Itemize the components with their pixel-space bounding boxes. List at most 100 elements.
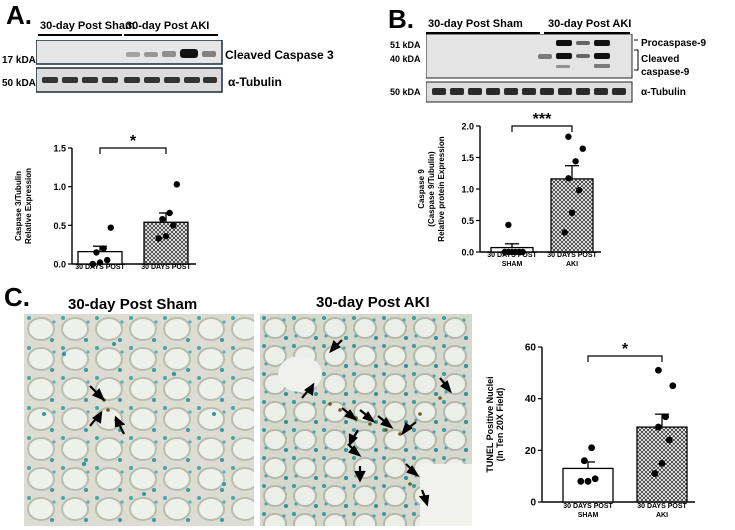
data-point bbox=[107, 224, 115, 231]
significance-marker: *** bbox=[533, 112, 552, 128]
data-point bbox=[170, 222, 177, 229]
data-point bbox=[577, 477, 585, 485]
data-point bbox=[581, 457, 588, 465]
panel-a-letter: A. bbox=[6, 0, 32, 30]
panel-a-group-aki: 30-day Post AKI bbox=[126, 20, 210, 32]
bar-sham bbox=[562, 467, 614, 503]
panel-b-kda-1: 51 kDA bbox=[390, 40, 421, 50]
data-point bbox=[588, 444, 595, 452]
data-point bbox=[505, 221, 512, 229]
data-point bbox=[665, 436, 673, 444]
panel-a-group-sham: 30-day Post Sham bbox=[40, 20, 135, 32]
category-label: 30 DAYS POST bbox=[487, 252, 537, 259]
data-point bbox=[96, 259, 104, 266]
data-point bbox=[93, 249, 100, 256]
category-label: 30 DAYS POST bbox=[563, 503, 613, 510]
y-axis-label: (In Ten 20X Field) bbox=[495, 388, 505, 462]
data-point bbox=[505, 248, 512, 256]
significance-marker: * bbox=[622, 341, 629, 358]
data-point bbox=[159, 215, 166, 223]
y-axis-label: Caspase 9 bbox=[417, 169, 426, 209]
bar-aki bbox=[143, 221, 189, 265]
data-point bbox=[512, 248, 519, 256]
y-tick-label: 40 bbox=[525, 394, 537, 405]
panel-a-bar-chart: 0.0 0.5 1.0 1.5 Caspase 3/Tubulin Relative Ex… bbox=[14, 133, 196, 271]
data-point bbox=[651, 470, 659, 477]
y-tick-label: 0.0 bbox=[461, 248, 474, 258]
panel-b-bar-chart: 0.0 0.5 1.0 1.5 2.0 Caspase 9 (Caspase 9/Tubul… bbox=[417, 112, 601, 268]
micrograph-sham-title: 30-day Post Sham bbox=[68, 296, 198, 313]
panel-b-group-aki: 30-day Post AKI bbox=[548, 18, 632, 30]
y-tick-label: 0.5 bbox=[461, 216, 474, 226]
micrograph-aki bbox=[260, 314, 472, 526]
data-point bbox=[162, 232, 170, 240]
y-axis-label: Relative protein Expression bbox=[437, 136, 446, 241]
y-tick-label: 20 bbox=[525, 446, 537, 457]
y-axis-label: (Caspase 9/Tubulin) bbox=[427, 151, 436, 227]
data-point bbox=[166, 209, 173, 217]
data-point bbox=[658, 459, 666, 467]
y-axis-label: Caspase 3/Tubulin bbox=[14, 171, 23, 241]
y-tick-label: 1.5 bbox=[53, 144, 66, 154]
category-label: SHAM bbox=[502, 261, 523, 268]
panel-b-protein-2a: Cleaved bbox=[641, 54, 680, 65]
category-label: AKI bbox=[566, 261, 578, 268]
data-point bbox=[565, 175, 572, 182]
data-point bbox=[173, 181, 180, 188]
data-point bbox=[155, 235, 162, 242]
panel-b-letter: B. bbox=[388, 4, 414, 34]
panel-a-aki-line bbox=[124, 34, 218, 36]
panel-b-kda-2: 40 kDA bbox=[390, 54, 421, 64]
panel-a-protein-bottom: α-Tubulin bbox=[228, 75, 282, 89]
category-label: AKI bbox=[656, 512, 668, 519]
panel-b-sham-line bbox=[426, 32, 540, 34]
data-point bbox=[579, 145, 586, 152]
panel-a-kda-bottom: 50 kDA bbox=[2, 78, 36, 89]
data-point bbox=[572, 158, 579, 165]
data-point bbox=[584, 477, 592, 485]
data-point bbox=[591, 475, 599, 483]
y-tick-label: 60 bbox=[525, 343, 537, 354]
significance-bracket bbox=[587, 355, 663, 362]
y-tick-label: 0.0 bbox=[53, 260, 66, 270]
y-tick-label: 1.0 bbox=[461, 185, 474, 195]
category-label: 30 DAYS POST bbox=[141, 264, 191, 271]
data-point bbox=[669, 382, 677, 390]
significance-bracket bbox=[99, 147, 167, 154]
panel-b-kda-3: 50 kDA bbox=[390, 87, 421, 97]
data-point bbox=[568, 209, 576, 217]
data-point bbox=[576, 187, 583, 194]
category-label: 30 DAYS POST bbox=[547, 252, 597, 259]
y-tick-label: 2.0 bbox=[461, 122, 474, 132]
panel-b-protein-1: Procaspase-9 bbox=[641, 38, 707, 49]
data-point bbox=[561, 229, 568, 236]
data-point bbox=[662, 413, 669, 421]
y-tick-label: 0.5 bbox=[53, 221, 66, 231]
panel-b-protein-3: α-Tubulin bbox=[641, 87, 686, 98]
panel-c-letter: C. bbox=[4, 282, 30, 312]
panel-b-group-sham: 30-day Post Sham bbox=[428, 18, 523, 30]
panel-a-kda-top: 17 kDA bbox=[2, 55, 36, 66]
data-point bbox=[565, 133, 572, 140]
data-point bbox=[655, 423, 662, 431]
y-tick-label: 1.5 bbox=[461, 153, 474, 163]
panel-a-protein-top: Cleaved Caspase 3 bbox=[225, 48, 334, 62]
micrograph-sham bbox=[24, 314, 254, 526]
category-label: 30 DAYS POST bbox=[637, 503, 687, 510]
data-point bbox=[519, 248, 526, 256]
data-point bbox=[104, 256, 111, 264]
y-tick-label: 1.0 bbox=[53, 182, 66, 192]
data-point bbox=[89, 260, 97, 268]
panel-b-aki-line bbox=[544, 32, 630, 34]
category-label: SHAM bbox=[578, 512, 599, 519]
panel-a-western-blot bbox=[36, 40, 223, 93]
y-tick-label: 0 bbox=[530, 498, 536, 509]
micrograph-aki-title: 30-day Post AKI bbox=[316, 294, 430, 311]
y-axis-label: TUNEL Positive Nuclei bbox=[485, 376, 495, 472]
panel-b-western-blot bbox=[426, 34, 639, 103]
panel-a-sham-line bbox=[38, 34, 122, 36]
panel-b-protein-2b: caspase-9 bbox=[641, 67, 690, 78]
significance-marker: * bbox=[130, 133, 137, 150]
y-axis-label: Relative Expression bbox=[24, 168, 33, 244]
data-point bbox=[655, 366, 662, 374]
